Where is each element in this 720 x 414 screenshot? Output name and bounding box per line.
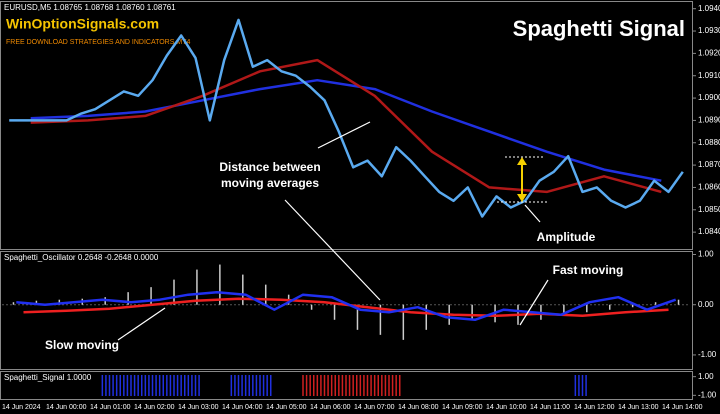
- x-tick-label: 14 Jun 10:00: [486, 404, 527, 411]
- x-tick-label: 14 Jun 07:00: [354, 404, 395, 411]
- y-tick-label: 1.0870: [698, 160, 720, 169]
- panel-title: Spaghetti_Oscillator 0.2648 -0.2648 0.00…: [4, 253, 159, 262]
- x-tick-label: 14 Jun 2024: [2, 404, 41, 411]
- y-tick-label: 1.0900: [698, 93, 720, 102]
- title: Spaghetti Signal: [513, 16, 685, 41]
- x-tick-label: 14 Jun 13:00: [618, 404, 659, 411]
- arrow: [117, 307, 166, 341]
- y-tick-label: 1.0920: [698, 48, 720, 57]
- arrow: [524, 204, 541, 223]
- y-tick-label: -1.00: [698, 350, 717, 359]
- tagline: FREE DOWNLOAD STRATEGIES AND INDICATORS …: [6, 39, 190, 46]
- y-tick-label: 1.0850: [698, 205, 720, 214]
- y-tick-label: 1.0860: [698, 183, 720, 192]
- panel-title: Spaghetti_Signal 1.0000: [4, 373, 92, 382]
- arrow: [284, 199, 381, 301]
- osc-frame: [0, 251, 693, 370]
- x-tick-label: 14 Jun 12:00: [574, 404, 615, 411]
- main-frame: [0, 1, 693, 250]
- x-tick-label: 14 Jun 06:00: [310, 404, 351, 411]
- y-tick-label: 1.0910: [698, 71, 720, 80]
- x-tick-label: 14 Jun 08:00: [398, 404, 439, 411]
- frames: [0, 1, 693, 400]
- arrow: [519, 279, 549, 326]
- y-tick-label: 1.0940: [698, 4, 720, 13]
- x-tick-label: 14 Jun 03:00: [178, 404, 219, 411]
- x-tick-label: 14 Jun 02:00: [134, 404, 175, 411]
- line: [16, 290, 677, 322]
- x-tick-label: 14 Jun 09:00: [442, 404, 483, 411]
- x-tick-label: 14 Jun 14:00: [662, 404, 703, 411]
- amplitude-marker: [497, 156, 548, 203]
- plots: 1.0940 1.0930 1.0920 1.0910 1.0900 1.0890 1.08…: [2, 4, 720, 411]
- y-tick-label: 1.0930: [698, 26, 720, 35]
- x-tick-label: 14 Jun 01:00: [90, 404, 131, 411]
- arrow: [317, 121, 371, 149]
- y-tick-label: 1.0880: [698, 138, 720, 147]
- annotation: Amplitude: [537, 230, 596, 244]
- brand: WinOptionSignals.com: [6, 16, 159, 32]
- line: [30, 58, 662, 194]
- y-tick-label: 1.0840: [698, 227, 720, 236]
- y-tick-label: 1.0890: [698, 116, 720, 125]
- signal-frame: [0, 371, 693, 400]
- annotation: Slow moving: [45, 338, 119, 352]
- y-tick-label: -1.00: [698, 390, 717, 399]
- x-tick-label: 14 Jun 04:00: [222, 404, 263, 411]
- y-tick-label: 1.00: [698, 372, 714, 381]
- symbol: EURUSD,M5 1.08765 1.08768 1.08760 1.0876…: [4, 3, 176, 12]
- x-tick-label: 14 Jun 05:00: [266, 404, 307, 411]
- y-tick-label: 0.00: [698, 300, 714, 309]
- line: [30, 78, 662, 182]
- x-tick-label: 14 Jun 00:00: [46, 404, 87, 411]
- line: [9, 18, 684, 218]
- annotation-arrows: [117, 121, 549, 341]
- y-tick-label: 1.00: [698, 250, 714, 259]
- annotation: moving averages: [221, 176, 319, 190]
- annotation: Fast moving: [553, 263, 624, 277]
- x-tick-label: 14 Jun 11:00: [530, 404, 570, 411]
- annotation: Distance between: [219, 160, 320, 174]
